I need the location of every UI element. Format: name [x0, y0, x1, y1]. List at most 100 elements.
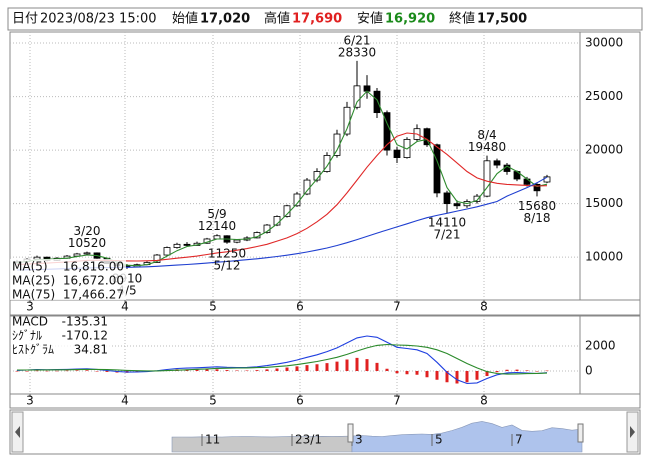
histogram-bar	[45, 370, 49, 372]
histogram-bar	[515, 369, 519, 371]
candle-body	[303, 179, 311, 195]
histogram-bar	[235, 370, 239, 371]
legend-value: -170.12	[62, 329, 108, 343]
high-value: 19480	[468, 140, 506, 154]
range-handle-right[interactable]	[577, 423, 584, 443]
legend-value: -135.31	[62, 315, 108, 329]
histogram-bar	[65, 370, 69, 372]
high-value: 12140	[198, 219, 236, 233]
candle-body	[363, 85, 371, 92]
candle-body	[233, 239, 241, 243]
arrow-right	[630, 426, 635, 438]
open-label: 始値	[172, 11, 198, 27]
histogram-bar	[425, 371, 429, 378]
histogram-bar	[335, 361, 339, 371]
x-tick-label: 7	[393, 300, 401, 314]
navigator-label: 11	[205, 433, 220, 447]
high-value: 10520	[68, 236, 106, 250]
macd-line	[17, 343, 548, 375]
histogram-bar	[215, 369, 219, 371]
navigator-label: 7	[515, 433, 523, 447]
navigator-label: 5	[435, 433, 443, 447]
histogram-bar	[395, 371, 399, 374]
candle-body	[83, 252, 91, 255]
histogram-bar	[545, 370, 549, 372]
y-tick-label: 15000	[585, 196, 623, 210]
candle-body	[323, 155, 331, 172]
macd-panel	[9, 315, 641, 409]
high-date: 8/4	[477, 128, 496, 142]
histogram-bar	[485, 371, 489, 376]
range-handle-left[interactable]	[347, 423, 354, 443]
x-tick-label: 8	[480, 300, 488, 314]
candle-body	[163, 247, 171, 256]
y-tick-label: 30000	[585, 36, 623, 50]
histogram-bar	[405, 371, 409, 375]
legend-box	[10, 259, 126, 300]
histogram-bar	[285, 367, 289, 371]
y-tick-label: 20000	[585, 143, 623, 157]
histogram-bar	[345, 359, 349, 371]
legend-name: ｼｸﾞﾅﾙ	[12, 329, 42, 343]
histogram-bar	[305, 365, 309, 371]
histogram-bar	[325, 363, 329, 371]
legend-value: 16,672.00	[63, 274, 124, 288]
legend-name: MA(75)	[12, 288, 55, 302]
histogram-bar	[95, 371, 99, 372]
histogram-bar	[15, 371, 19, 372]
histogram-bar	[75, 370, 79, 371]
histogram-bar	[105, 371, 109, 372]
navigator	[9, 409, 641, 455]
legend-name: MA(5)	[12, 260, 48, 274]
close-value: 17,500	[477, 12, 527, 27]
low-value: 16,920	[385, 12, 435, 27]
y-tick-label: 25000	[585, 89, 623, 103]
candle-body	[493, 160, 501, 166]
legend-name: MACD	[12, 315, 48, 329]
x-tick-label: 3	[26, 300, 34, 314]
legend-value: 34.81	[74, 343, 108, 357]
navigator-area	[351, 421, 583, 453]
legend-box	[11, 317, 110, 364]
low-label: 安値	[357, 11, 383, 27]
candle-body	[383, 112, 391, 151]
header-bar	[7, 7, 643, 31]
navigator-label: 3	[355, 433, 363, 447]
histogram-bar	[435, 371, 439, 380]
high-value: 17,690	[292, 12, 342, 27]
histogram-bar	[255, 370, 259, 371]
open-value: 17,020	[200, 12, 250, 27]
histogram-bar	[195, 369, 199, 371]
candle-body	[483, 160, 491, 197]
high-date: 6/21	[344, 33, 371, 47]
x-tick-label: 4	[121, 300, 129, 314]
date-label: 日付	[12, 12, 38, 27]
arrow-left	[15, 426, 20, 438]
histogram-bar	[265, 369, 269, 371]
low-value: 11250	[208, 246, 246, 260]
histogram-bar	[415, 371, 419, 375]
histogram-bar	[535, 371, 539, 372]
y-tick-label: 2000	[585, 339, 616, 353]
candle-body	[473, 195, 481, 202]
legend-name: MA(25)	[12, 274, 55, 288]
high-value: 28330	[338, 45, 376, 59]
histogram-bar	[465, 371, 469, 383]
candle-body	[443, 192, 451, 205]
x-tick-label: 6	[296, 394, 304, 408]
histogram-bar	[365, 359, 369, 371]
candle-body	[353, 85, 361, 108]
x-tick-label: 7	[393, 394, 401, 408]
histogram-bar	[275, 368, 279, 371]
histogram-bar	[55, 370, 59, 372]
x-tick-label: 6	[296, 300, 304, 314]
high-date: 5/9	[207, 207, 226, 221]
x-tick-label: 5	[209, 300, 217, 314]
candle-body	[173, 243, 181, 248]
low-date: 8/18	[524, 211, 551, 225]
histogram-bar	[205, 369, 209, 371]
x-tick-label: 4	[121, 394, 129, 408]
